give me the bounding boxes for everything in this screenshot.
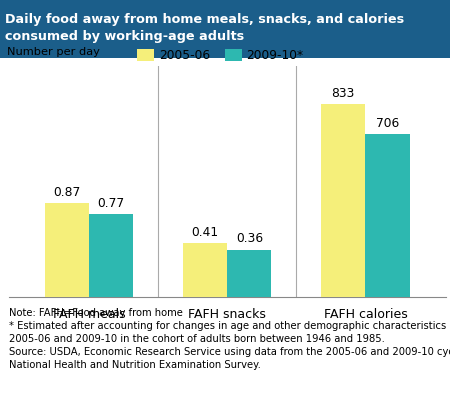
Bar: [89, 214, 133, 297]
Text: 0.36: 0.36: [236, 232, 263, 245]
Legend: 2005-06, 2009-10*: 2005-06, 2009-10*: [137, 49, 303, 62]
Bar: [183, 243, 227, 297]
Bar: [227, 249, 271, 297]
Text: 706: 706: [376, 117, 399, 130]
Bar: [45, 203, 89, 297]
Bar: [365, 134, 410, 297]
Text: 833: 833: [332, 87, 355, 100]
Text: Number per day: Number per day: [7, 47, 100, 57]
Text: 0.87: 0.87: [54, 186, 81, 199]
Text: Note: FAFH=Food away from home
* Estimated after accounting for changes in age a: Note: FAFH=Food away from home * Estimat…: [9, 308, 450, 370]
Text: 0.77: 0.77: [98, 197, 125, 210]
Text: Daily food away from home meals, snacks, and calories
consumed by working-age ad: Daily food away from home meals, snacks,…: [5, 13, 405, 43]
Text: 0.41: 0.41: [192, 226, 219, 239]
Bar: [321, 105, 365, 297]
